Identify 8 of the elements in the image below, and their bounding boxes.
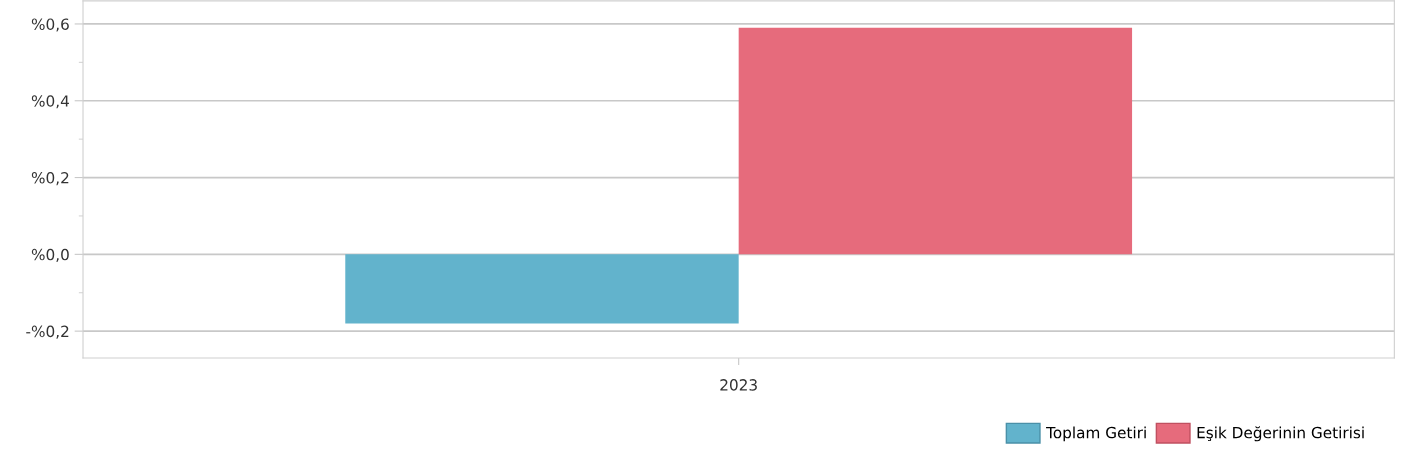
y-tick-label: %0,0 xyxy=(31,248,69,262)
y-tick-label: -%0,2 xyxy=(26,325,69,339)
y-tick-label: %0,6 xyxy=(31,18,69,32)
legend-label: Toplam Getiri xyxy=(1046,426,1146,442)
y-tick-label: %0,4 xyxy=(31,95,69,109)
legend-label: Eşik Değerinin Getirisi xyxy=(1197,426,1364,442)
x-tick-label: 2023 xyxy=(720,379,757,391)
y-tick-label: %0,2 xyxy=(31,172,69,186)
